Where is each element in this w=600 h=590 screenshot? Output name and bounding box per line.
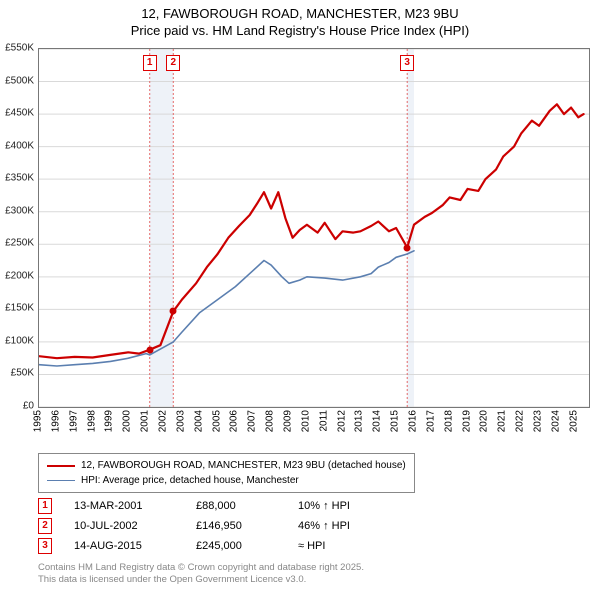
sale-badge: 2: [38, 518, 52, 534]
sale-date: 13-MAR-2001: [74, 500, 174, 512]
y-tick-label: £350K: [5, 173, 34, 184]
y-tick-label: £150K: [5, 303, 34, 314]
x-tick-label: 2000: [122, 410, 133, 432]
x-tick-label: 2008: [265, 410, 276, 432]
legend-label: HPI: Average price, detached house, Manc…: [81, 473, 299, 488]
sale-delta: 10% ↑ HPI: [298, 500, 350, 512]
y-tick-label: £50K: [11, 368, 34, 379]
legend-row: 12, FAWBOROUGH ROAD, MANCHESTER, M23 9BU…: [47, 458, 406, 473]
x-tick-label: 1996: [50, 410, 61, 432]
x-tick-label: 2004: [193, 410, 204, 432]
chart-title: 12, FAWBOROUGH ROAD, MANCHESTER, M23 9BU…: [0, 0, 600, 40]
x-tick-label: 1999: [104, 410, 115, 432]
x-tick-label: 2022: [515, 410, 526, 432]
legend: 12, FAWBOROUGH ROAD, MANCHESTER, M23 9BU…: [38, 453, 415, 493]
x-tick-label: 2007: [247, 410, 258, 432]
x-tick-label: 2013: [354, 410, 365, 432]
sale-point: [146, 346, 153, 353]
y-tick-label: £500K: [5, 75, 34, 86]
sale-delta: ≈ HPI: [298, 540, 325, 552]
sale-price: £146,950: [196, 520, 276, 532]
x-tick-label: 2002: [158, 410, 169, 432]
x-tick-label: 1998: [86, 410, 97, 432]
sales-row: 3 14-AUG-2015 £245,000 ≈ HPI: [38, 536, 350, 556]
x-tick-label: 2024: [550, 410, 561, 432]
x-tick-label: 2023: [533, 410, 544, 432]
x-tick-label: 2018: [443, 410, 454, 432]
sale-badge: 3: [38, 538, 52, 554]
x-tick-label: 2014: [372, 410, 383, 432]
y-tick-label: £550K: [5, 43, 34, 54]
y-tick-label: £450K: [5, 108, 34, 119]
x-tick-label: 2006: [229, 410, 240, 432]
x-tick-label: 2017: [425, 410, 436, 432]
sale-point: [170, 308, 177, 315]
chart-svg: [39, 49, 589, 407]
footer-line2: This data is licensed under the Open Gov…: [38, 574, 364, 586]
x-tick-label: 2015: [390, 410, 401, 432]
x-tick-label: 2011: [318, 410, 329, 432]
x-tick-label: 2019: [461, 410, 472, 432]
title-line2: Price paid vs. HM Land Registry's House …: [0, 23, 600, 40]
x-tick-label: 2001: [140, 410, 151, 432]
x-tick-label: 2003: [175, 410, 186, 432]
x-tick-label: 1997: [68, 410, 79, 432]
legend-swatch: [47, 465, 75, 467]
sale-marker: 3: [400, 55, 414, 71]
sale-point: [404, 244, 411, 251]
x-tick-label: 2012: [336, 410, 347, 432]
x-tick-label: 2025: [568, 410, 579, 432]
sale-marker: 1: [143, 55, 157, 71]
sales-row: 2 10-JUL-2002 £146,950 46% ↑ HPI: [38, 516, 350, 536]
x-tick-label: 1995: [33, 410, 44, 432]
x-tick-label: 2005: [211, 410, 222, 432]
sale-price: £245,000: [196, 540, 276, 552]
title-line1: 12, FAWBOROUGH ROAD, MANCHESTER, M23 9BU: [0, 6, 600, 23]
sale-price: £88,000: [196, 500, 276, 512]
x-tick-label: 2009: [283, 410, 294, 432]
x-tick-label: 2016: [408, 410, 419, 432]
sales-row: 1 13-MAR-2001 £88,000 10% ↑ HPI: [38, 496, 350, 516]
footer-line1: Contains HM Land Registry data © Crown c…: [38, 562, 364, 574]
y-tick-label: £400K: [5, 140, 34, 151]
x-tick-label: 2010: [300, 410, 311, 432]
y-tick-label: £300K: [5, 205, 34, 216]
sale-date: 14-AUG-2015: [74, 540, 174, 552]
legend-swatch: [47, 480, 75, 481]
y-tick-label: £100K: [5, 335, 34, 346]
sale-delta: 46% ↑ HPI: [298, 520, 350, 532]
chart-area: 12 3: [38, 48, 590, 408]
footer: Contains HM Land Registry data © Crown c…: [38, 562, 364, 586]
sale-badge: 1: [38, 498, 52, 514]
x-tick-label: 2020: [479, 410, 490, 432]
page: 12, FAWBOROUGH ROAD, MANCHESTER, M23 9BU…: [0, 0, 600, 590]
sale-marker: 2: [166, 55, 180, 71]
x-tick-label: 2021: [497, 410, 508, 432]
sale-date: 10-JUL-2002: [74, 520, 174, 532]
y-tick-label: £200K: [5, 270, 34, 281]
legend-row: HPI: Average price, detached house, Manc…: [47, 473, 406, 488]
y-axis-labels: £0£50K£100K£150K£200K£250K£300K£350K£400…: [0, 48, 36, 408]
legend-label: 12, FAWBOROUGH ROAD, MANCHESTER, M23 9BU…: [81, 458, 406, 473]
y-tick-label: £250K: [5, 238, 34, 249]
sales-table: 1 13-MAR-2001 £88,000 10% ↑ HPI 2 10-JUL-2002…: [38, 496, 350, 556]
